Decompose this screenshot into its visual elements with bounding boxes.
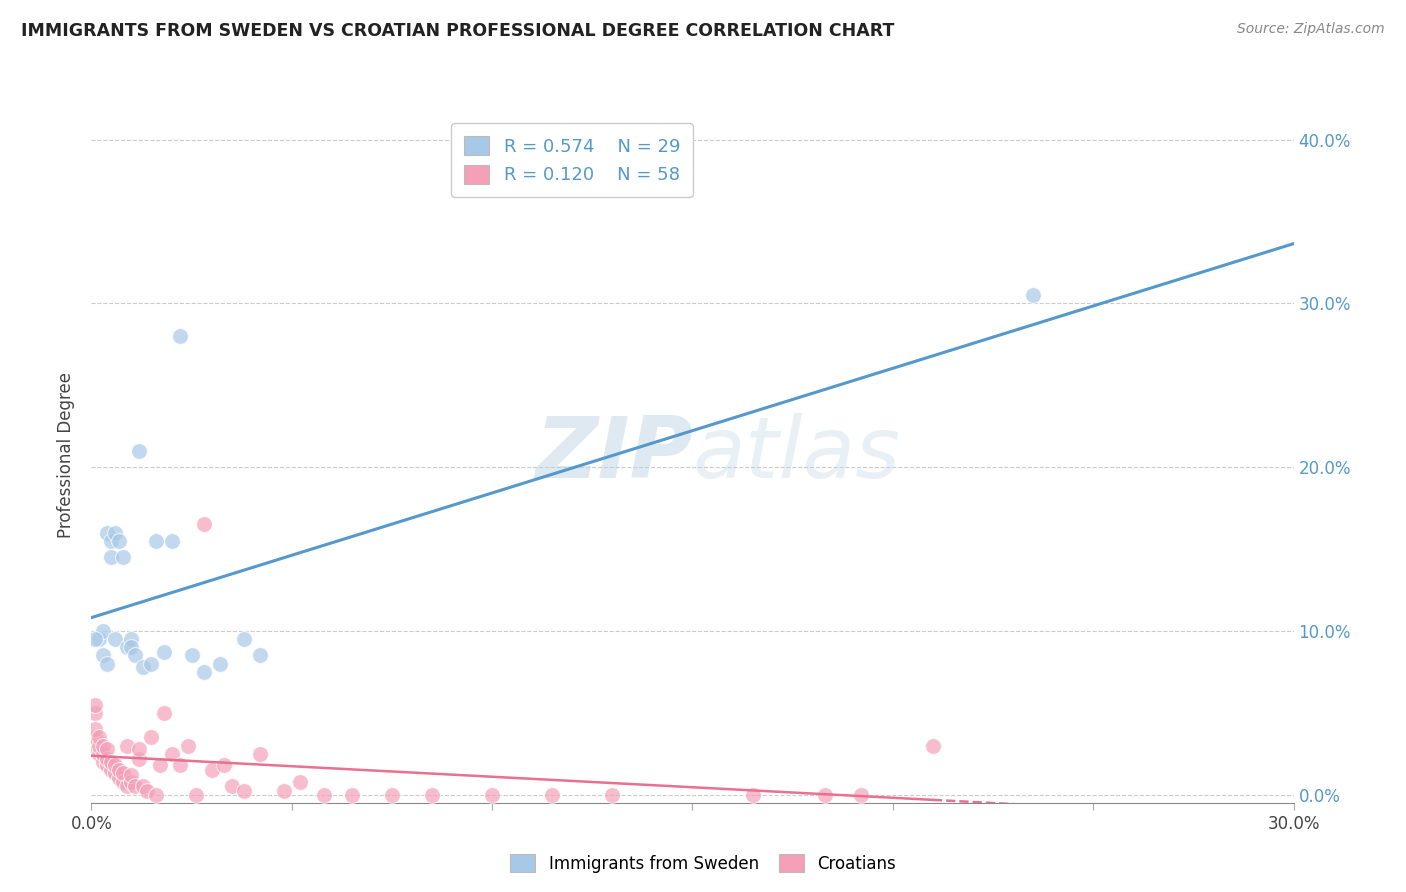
Point [145,788,167,802]
Point [145,533,167,548]
Point [128,443,150,458]
Point [922,739,945,753]
Point [1022,288,1045,302]
Point [141,731,163,745]
Point [420,788,443,802]
Point [93,624,115,638]
Point [93,755,115,769]
Point [108,763,131,777]
Point [100,533,122,548]
Point [169,758,191,772]
Point [141,657,163,671]
Point [169,329,191,343]
Point [160,747,183,761]
Point [117,640,139,655]
Point [249,648,271,663]
Point [212,758,235,772]
Point [96,741,118,756]
Point [104,525,127,540]
Point [249,747,271,761]
Point [121,774,143,789]
Legend: Immigrants from Sweden, Croatians: Immigrants from Sweden, Croatians [503,847,903,880]
Text: Source: ZipAtlas.com: Source: ZipAtlas.com [1237,22,1385,37]
Point [112,774,135,789]
Point [221,780,243,794]
Point [93,747,115,761]
Point [84,698,107,712]
Point [132,660,155,674]
Point [193,517,215,532]
Point [108,771,131,785]
Point [232,784,254,798]
Point [814,788,837,802]
Legend: R = 0.574    N = 29, R = 0.120    N = 58: R = 0.574 N = 29, R = 0.120 N = 58 [451,123,693,197]
Point [100,550,122,565]
Text: IMMIGRANTS FROM SWEDEN VS CROATIAN PROFESSIONAL DEGREE CORRELATION CHART: IMMIGRANTS FROM SWEDEN VS CROATIAN PROFE… [21,22,894,40]
Point [89,739,111,753]
Point [201,763,224,777]
Point [180,648,202,663]
Point [128,751,150,765]
Point [93,739,115,753]
Point [741,788,763,802]
Point [340,788,363,802]
Point [121,768,143,782]
Point [96,758,118,772]
Point [100,763,122,777]
Point [849,788,872,802]
Point [148,758,170,772]
Point [152,645,174,659]
Y-axis label: Professional Degree: Professional Degree [58,372,76,538]
Text: atlas: atlas [692,413,900,497]
Point [128,741,150,756]
Point [89,731,111,745]
Point [232,632,254,646]
Point [117,739,139,753]
Point [104,758,127,772]
Point [84,632,107,646]
Point [117,780,139,794]
Point [89,632,111,646]
Point [136,784,159,798]
Point [84,739,107,753]
Point [176,739,198,753]
Point [89,747,111,761]
Point [184,788,207,802]
Point [96,657,118,671]
Point [100,755,122,769]
Point [112,766,135,780]
Point [273,784,295,798]
Point [112,550,135,565]
Point [541,788,564,802]
Point [96,751,118,765]
Point [160,533,183,548]
Point [121,640,143,655]
Point [381,788,404,802]
Point [124,780,146,794]
Point [152,706,174,720]
Point [312,788,335,802]
Point [104,632,127,646]
Point [124,648,146,663]
Point [96,525,118,540]
Point [602,788,624,802]
Point [93,648,115,663]
Point [193,665,215,679]
Point [481,788,503,802]
Point [288,774,311,789]
Point [84,706,107,720]
Point [108,533,131,548]
Point [121,632,143,646]
Point [132,780,155,794]
Point [104,766,127,780]
Text: ZIP: ZIP [534,413,692,497]
Point [84,722,107,736]
Point [84,731,107,745]
Point [208,657,231,671]
